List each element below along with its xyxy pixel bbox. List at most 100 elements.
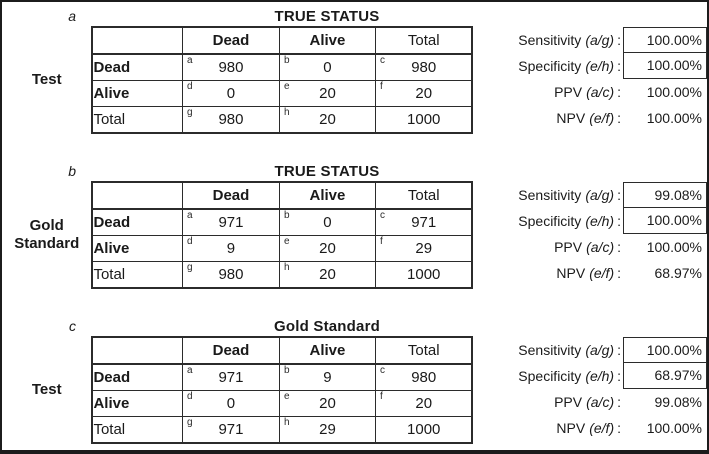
panel-b-body: Gold Standard Dead Alive Total Dead a 971… xyxy=(2,181,707,289)
table-title: TRUE STATUS xyxy=(274,163,380,180)
cell-value: 0 xyxy=(323,59,332,76)
cell-value: 29 xyxy=(319,421,336,438)
stat-label: Sensitivity (a/g): xyxy=(518,32,623,48)
stat-label: NPV (e/f): xyxy=(556,110,623,126)
cell-value: 0 xyxy=(226,85,236,102)
stat-label: Specificity (e/h): xyxy=(518,368,623,384)
col-header-alive: Alive xyxy=(278,26,376,55)
cell-value: 20 xyxy=(319,240,336,257)
cell-letter: b xyxy=(283,210,290,221)
stat-row-npv: NPV (e/f): 68.97% xyxy=(473,260,707,286)
stat-name: Sensitivity xyxy=(518,342,582,358)
stat-formula: (a/g) xyxy=(585,32,615,48)
cell-e: e 20 xyxy=(278,390,376,417)
corner-cell xyxy=(91,181,183,210)
cell-value: 980 xyxy=(411,59,437,76)
cell-e: e 20 xyxy=(278,80,376,107)
stat-row-ppv: PPV (a/c): 99.08% xyxy=(473,389,707,415)
stat-colon: : xyxy=(617,239,621,255)
stat-row-sensitivity: Sensitivity (a/g): 99.08% xyxy=(473,182,707,208)
stat-colon: : xyxy=(617,265,621,281)
cell-e: e 20 xyxy=(278,235,376,262)
cell-letter: h xyxy=(283,262,290,273)
cell-g: g 980 xyxy=(181,261,280,289)
stat-row-specificity: Specificity (e/h): 68.97% xyxy=(473,363,707,389)
cell-value: 0 xyxy=(323,214,332,231)
table-header-row: Dead Alive Total xyxy=(91,336,473,365)
cell-value: 29 xyxy=(415,240,433,257)
table-row: Total g 980 h 20 1000 xyxy=(91,106,473,134)
cell-grand-total: 1000 xyxy=(374,416,473,444)
stat-value: 99.08% xyxy=(623,182,707,208)
stat-label: Specificity (e/h): xyxy=(518,58,623,74)
stat-formula: (a/c) xyxy=(586,394,615,410)
cell-value: 20 xyxy=(415,85,433,102)
cell-value: 0 xyxy=(226,395,236,412)
panel-letter: a xyxy=(68,8,76,24)
panel-c: c Gold Standard Test Dead Alive Total De… xyxy=(2,315,707,444)
stat-colon: : xyxy=(617,110,621,126)
stat-value: 68.97% xyxy=(623,363,707,389)
stat-colon: : xyxy=(617,342,621,358)
stat-row-npv: NPV (e/f): 100.00% xyxy=(473,105,707,131)
stat-value: 99.08% xyxy=(654,394,702,410)
stat-label: Sensitivity (a/g): xyxy=(518,342,623,358)
stat-name: NPV xyxy=(556,420,586,436)
table-title: Gold Standard xyxy=(274,318,380,335)
table-row: Total g 980 h 20 1000 xyxy=(91,261,473,289)
row-label: Alive xyxy=(91,80,183,107)
panel-c-header: c Gold Standard xyxy=(2,315,707,336)
col-header-total: Total xyxy=(374,336,473,365)
cell-c: c 980 xyxy=(374,363,473,391)
stat-value: 100.00% xyxy=(623,27,707,53)
cell-letter: e xyxy=(283,81,290,92)
stat-value: 100.00% xyxy=(646,239,702,255)
stat-colon: : xyxy=(617,394,621,410)
cell-value: 20 xyxy=(319,85,336,102)
stat-colon: : xyxy=(617,187,621,203)
cell-letter: f xyxy=(379,391,383,402)
stats-panel: Sensitivity (a/g): 100.00% Specificity (e/… xyxy=(473,336,707,444)
cell-f: f 29 xyxy=(374,235,473,262)
cell-letter: a xyxy=(186,365,193,376)
stat-label: PPV (a/c): xyxy=(554,394,623,410)
cell-letter: f xyxy=(379,81,383,92)
cell-c: c 971 xyxy=(374,208,473,236)
stat-formula: (a/g) xyxy=(585,187,615,203)
cell-letter: c xyxy=(379,210,385,221)
cell-value: 980 xyxy=(218,266,244,283)
stat-formula: (a/c) xyxy=(586,239,615,255)
stat-value: 100.00% xyxy=(646,420,702,436)
table-header-row: Dead Alive Total xyxy=(91,181,473,210)
panel-b: b TRUE STATUS Gold Standard Dead Alive T… xyxy=(2,160,707,289)
cell-value: 20 xyxy=(415,395,433,412)
col-header-alive: Alive xyxy=(278,181,376,210)
stat-row-ppv: PPV (a/c): 100.00% xyxy=(473,79,707,105)
table-row: Total g 971 h 29 1000 xyxy=(91,416,473,444)
stat-label: NPV (e/f): xyxy=(556,420,623,436)
stat-name: Specificity xyxy=(518,58,582,74)
axis-label-line: Gold xyxy=(29,217,64,234)
cell-letter: f xyxy=(379,236,383,247)
stat-formula: (e/h) xyxy=(585,213,615,229)
table-header-row: Dead Alive Total xyxy=(91,26,473,55)
stat-row-npv: NPV (e/f): 100.00% xyxy=(473,415,707,441)
stat-value: 100.00% xyxy=(646,110,702,126)
cell-value: 9 xyxy=(323,369,332,386)
row-label: Total xyxy=(91,261,183,289)
stat-formula: (e/f) xyxy=(589,110,615,126)
stats-panel: Sensitivity (a/g): 99.08% Specificity (e/h… xyxy=(473,181,707,289)
stat-row-sensitivity: Sensitivity (a/g): 100.00% xyxy=(473,27,707,53)
cell-value: 971 xyxy=(218,369,244,386)
